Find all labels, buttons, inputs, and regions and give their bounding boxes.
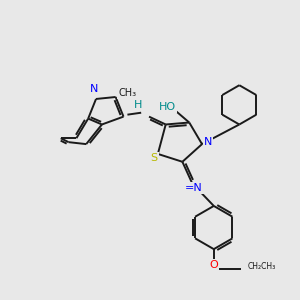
Text: =N: =N <box>185 183 203 193</box>
Text: HO: HO <box>159 102 176 112</box>
Text: CH₃: CH₃ <box>118 88 136 98</box>
Text: N: N <box>90 84 98 94</box>
Text: S: S <box>150 153 158 163</box>
Text: O: O <box>209 260 218 270</box>
Text: N: N <box>204 137 212 147</box>
Text: H: H <box>134 100 142 110</box>
Text: CH₂CH₃: CH₂CH₃ <box>247 262 275 271</box>
